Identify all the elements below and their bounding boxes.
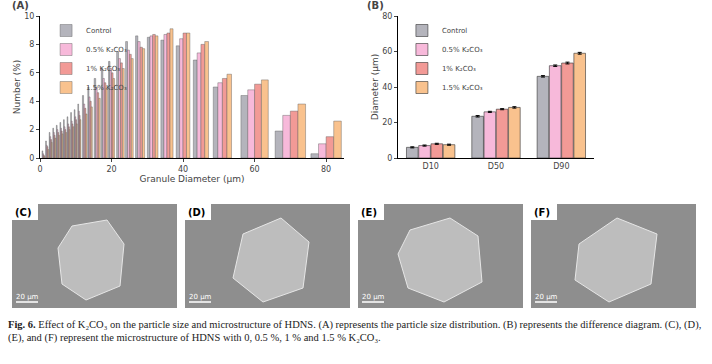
svg-text:20 μm: 20 μm <box>362 293 385 301</box>
svg-text:0.5% K₂CO₃: 0.5% K₂CO₃ <box>86 46 127 54</box>
svg-text:(E): (E) <box>361 207 377 218</box>
svg-text:20 μm: 20 μm <box>535 293 558 301</box>
svg-text:2: 2 <box>29 125 34 134</box>
svg-text:(B): (B) <box>367 0 384 11</box>
svg-text:(D): (D) <box>188 207 205 218</box>
svg-text:Control: Control <box>442 27 467 35</box>
html-text:Fig. 6. Effect of K₂CO₃ on the: Fig. 6. Effect of K₂CO₃ on the particle … <box>8 319 702 343</box>
svg-text:Control: Control <box>86 27 111 35</box>
svg-text:(C): (C) <box>15 207 31 218</box>
svg-text:(A): (A) <box>12 0 29 11</box>
svg-text:6: 6 <box>29 69 34 78</box>
svg-text:60: 60 <box>249 165 259 174</box>
svg-text:40: 40 <box>178 165 188 174</box>
svg-text:80: 80 <box>321 165 331 174</box>
svg-text:1.5% K₂CO₃: 1.5% K₂CO₃ <box>86 84 127 92</box>
svg-text:0: 0 <box>37 165 42 174</box>
svg-text:D50: D50 <box>488 162 504 171</box>
svg-text:20: 20 <box>106 165 116 174</box>
svg-text:0.5% K₂CO₃: 0.5% K₂CO₃ <box>442 46 483 54</box>
svg-text:60: 60 <box>382 47 392 56</box>
svg-text:0: 0 <box>29 154 34 163</box>
svg-text:Number (%): Number (%) <box>12 60 22 115</box>
svg-text:Diameter (μm): Diameter (μm) <box>370 54 380 120</box>
svg-text:40: 40 <box>382 83 392 92</box>
svg-text:0: 0 <box>387 154 392 163</box>
svg-text:Granule Diameter (μm): Granule Diameter (μm) <box>140 174 245 184</box>
svg-text:1% K₂CO₃: 1% K₂CO₃ <box>442 65 476 73</box>
svg-text:4: 4 <box>29 97 34 106</box>
svg-text:20 μm: 20 μm <box>16 293 39 301</box>
svg-text:80: 80 <box>382 12 392 21</box>
svg-text:20 μm: 20 μm <box>189 293 212 301</box>
svg-text:8: 8 <box>29 40 34 49</box>
svg-text:10: 10 <box>24 12 34 21</box>
svg-text:(F): (F) <box>534 207 550 218</box>
svg-text:D90: D90 <box>553 162 569 171</box>
svg-text:1% K₂CO₃: 1% K₂CO₃ <box>86 65 120 73</box>
svg-text:1.5% K₂CO₃: 1.5% K₂CO₃ <box>442 84 483 92</box>
svg-text:20: 20 <box>382 118 392 127</box>
svg-text:D10: D10 <box>422 162 438 171</box>
